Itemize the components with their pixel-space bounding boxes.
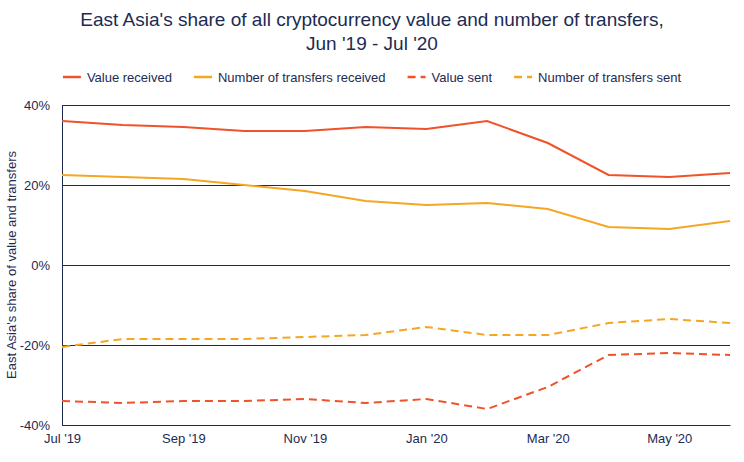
x-tick-label: May '20 — [647, 431, 692, 446]
legend: Value received Number of transfers receiv… — [63, 70, 682, 85]
y-tick: 20% — [24, 178, 730, 193]
legend-swatch — [514, 76, 532, 79]
y-tick-label: -20% — [20, 338, 51, 353]
legend-label: Value received — [87, 70, 172, 85]
grid-line — [62, 265, 730, 266]
legend-swatch — [63, 76, 81, 79]
legend-label: Number of transfers received — [218, 70, 386, 85]
x-tick: Mar '20 — [527, 425, 570, 446]
legend-swatch — [408, 76, 426, 79]
y-tick: 40% — [24, 98, 730, 113]
x-tick: Sep '19 — [162, 425, 206, 446]
series-line — [62, 121, 730, 177]
x-tick-label: Mar '20 — [527, 431, 570, 446]
y-tick-label: 20% — [24, 178, 50, 193]
y-tick-label: 40% — [24, 98, 50, 113]
legend-swatch — [194, 76, 212, 79]
legend-label: Number of transfers sent — [538, 70, 681, 85]
series-line — [62, 319, 730, 347]
x-tick-label: Jul '19 — [44, 431, 81, 446]
y-axis: 40% 20% 0% -20% -40% — [20, 98, 730, 433]
grid-line — [62, 185, 730, 186]
y-axis-line — [63, 106, 731, 426]
series-line — [62, 353, 730, 409]
x-tick: May '20 — [647, 425, 692, 446]
y-axis-title: East Asia's share of value and transfers — [4, 151, 19, 379]
legend-item: Number of transfers sent — [514, 70, 681, 85]
x-tick-label: Jan '20 — [406, 431, 448, 446]
grid-line — [62, 345, 730, 346]
chart: East Asia's share of all cryptocurrency … — [0, 0, 744, 462]
title: East Asia's share of all cryptocurrency … — [80, 9, 663, 30]
x-tick: Jul '19 — [44, 425, 81, 446]
legend-item: Value sent — [408, 70, 493, 85]
x-axis: Jul '19 Sep '19 Nov '19 Jan '20 Mar '20 May '… — [44, 425, 731, 446]
subtitle: Jun '19 - Jul '20 — [306, 33, 438, 54]
legend-item: Number of transfers received — [194, 70, 386, 85]
legend-item: Value received — [63, 70, 172, 85]
x-tick: Jan '20 — [406, 425, 448, 446]
grid-line — [62, 425, 730, 426]
plot-area — [62, 121, 730, 409]
y-tick: -20% — [20, 338, 730, 353]
y-tick: -40% — [20, 418, 730, 433]
series-line — [62, 175, 730, 229]
y-tick: 0% — [31, 258, 730, 273]
x-tick-label: Nov '19 — [284, 431, 328, 446]
grid-line — [62, 105, 730, 106]
x-axis-line — [63, 425, 731, 426]
x-tick: Nov '19 — [284, 425, 328, 446]
y-tick-label: 0% — [31, 258, 50, 273]
x-tick-label: Sep '19 — [162, 431, 206, 446]
legend-label: Value sent — [432, 70, 493, 85]
